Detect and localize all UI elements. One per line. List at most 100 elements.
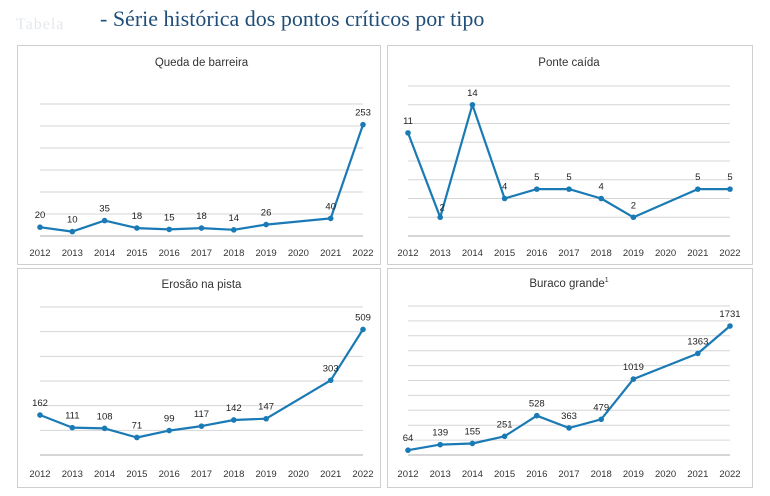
data-label: 509 [355,312,371,323]
x-tick-label: 2013 [62,248,83,259]
data-label: 2 [631,200,636,211]
data-point [695,350,701,357]
data-label: 18 [132,211,143,222]
data-label: 10 [67,215,78,226]
data-point [198,423,205,429]
data-label: 11 [403,116,413,127]
data-label: 139 [432,428,448,439]
x-tick-label: 2014 [462,248,483,259]
data-point [437,441,443,448]
x-tick-label: 2018 [591,248,612,259]
data-point [598,195,604,202]
x-tick-label: 2014 [462,469,483,480]
data-label: 20 [35,210,46,221]
x-tick-label: 2022 [352,248,373,259]
data-label: 155 [464,426,480,437]
chart-ponte-caida: Ponte caída 2012 2013 2014 2015 2016 2017 2018 2… [397,57,740,259]
chart-title-superscript: 1 [605,277,609,284]
x-tick-label: 2015 [126,248,147,259]
data-label: 5 [727,172,732,183]
chart-panel-ponte-caida: Ponte caída 2012 2013 2014 2015 2016 2017 2018 2… [387,45,753,265]
data-label: 147 [258,402,274,413]
data-point [630,376,637,382]
data-point [134,434,140,441]
data-label: 14 [229,213,240,224]
data-label: 71 [132,420,143,431]
data-label: 64 [403,433,414,444]
faded-header-label: Tabela [16,16,65,33]
data-label: 2 [440,202,445,213]
data-label: 14 [467,88,478,99]
data-point [37,224,43,230]
x-tick-label: 2015 [494,469,515,480]
x-tick-label: 2012 [397,469,418,480]
x-tick-label: 2021 [320,469,341,480]
data-point [469,440,476,447]
data-label: 1363 [687,336,708,347]
data-label: 4 [599,182,604,193]
x-tick-label: 2021 [320,248,341,259]
chart-erosao-na-pista: Erosão na pista 2012 2013 2014 2015 2016 2017 2… [29,279,373,480]
series-line [39,328,364,439]
data-label: 5 [534,172,539,183]
data-point [566,425,572,431]
x-tick-label: 2022 [719,248,740,259]
x-tick-label: 2016 [526,469,547,480]
data-point [534,412,540,419]
series-line [406,103,730,219]
data-label: 1019 [623,362,644,373]
data-point [327,215,334,222]
x-tick-label: 2014 [94,469,115,480]
x-tick-label: 2012 [29,248,50,259]
x-tick-label: 2022 [719,469,740,480]
data-point [166,427,172,434]
x-tick-label: 2020 [288,248,309,259]
data-point [727,186,733,192]
data-point [437,214,443,221]
data-label: 1731 [719,309,740,320]
x-tick-label: 2015 [494,248,515,259]
data-label: 5 [566,172,571,183]
data-label: 5 [695,172,700,183]
data-label: 479 [593,402,609,413]
data-label: 363 [561,411,577,422]
data-point [598,416,604,423]
x-tick-label: 2021 [687,248,708,259]
data-point [501,195,508,202]
x-tick-label: 2017 [191,469,212,480]
x-tick-label: 2017 [191,248,212,259]
data-point [695,186,701,192]
data-point [360,121,366,128]
data-point [231,417,237,423]
x-tick-label: 2018 [223,469,244,480]
x-tick-label: 2018 [223,248,244,259]
data-label: 142 [226,403,242,414]
x-tick-label: 2019 [256,469,277,480]
data-label: 35 [99,204,110,215]
x-tick-label: 2019 [623,469,644,480]
x-tick-label: 2017 [558,248,579,259]
data-point [360,326,366,333]
x-tick-label: 2013 [430,248,451,259]
x-tick-label: 2016 [526,248,547,259]
x-tick-label: 2021 [687,469,708,480]
x-tick-label: 2020 [655,469,676,480]
data-point [263,415,269,422]
data-point [231,227,237,233]
data-point [69,424,76,431]
data-point [727,323,733,329]
x-tick-label: 2013 [430,469,451,480]
data-label: 4 [502,182,507,193]
data-label: 99 [164,414,175,425]
data-label: 251 [497,419,513,430]
data-label: 528 [529,399,545,410]
series-line [39,124,365,233]
x-tick-label: 2018 [591,469,612,480]
data-point [327,377,334,384]
chart-title: Buraco grande1 [529,277,608,290]
x-tick-label: 2013 [62,469,83,480]
page-title: - Série histórica dos pontos críticos po… [100,6,485,31]
x-tick-label: 2019 [623,248,644,259]
x-tick-label: 2017 [558,469,579,480]
